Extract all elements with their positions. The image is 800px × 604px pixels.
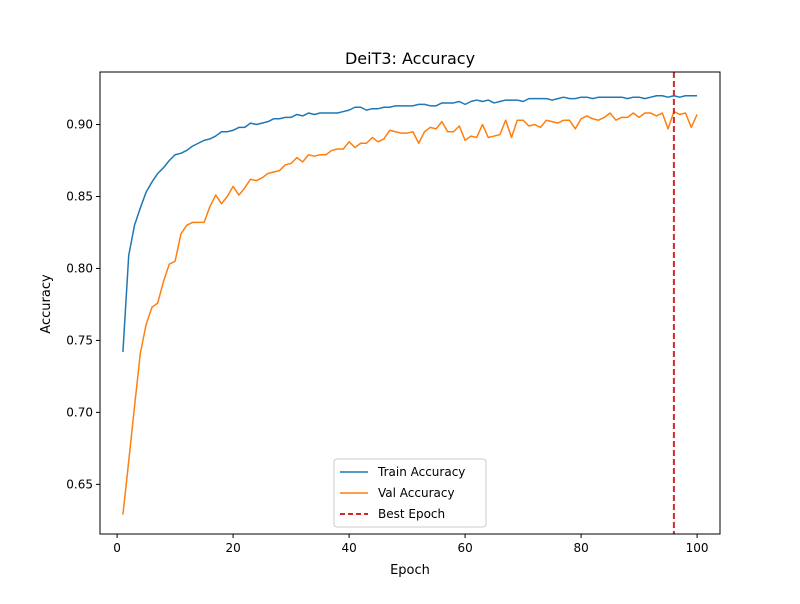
series-line-train-accuracy (122, 95, 698, 352)
y-tick-label: 0.75 (66, 333, 93, 347)
y-tick-label: 0.65 (66, 477, 93, 491)
x-tick-label: 60 (457, 541, 472, 555)
legend-label: Val Accuracy (378, 486, 455, 500)
x-tick-label: 100 (686, 541, 709, 555)
y-axis-label: Accuracy (39, 274, 54, 334)
y-tick-label: 0.70 (66, 405, 93, 419)
x-tick-label: 80 (573, 541, 588, 555)
x-tick-label: 0 (113, 541, 121, 555)
legend-label: Best Epoch (378, 507, 445, 521)
y-tick-label: 0.85 (66, 189, 93, 203)
chart-title: DeiT3: Accuracy (345, 49, 475, 68)
legend: Train Accuracy Val Accuracy Best Epoch (333, 458, 487, 528)
y-tick-label: 0.90 (66, 118, 93, 132)
plot-area: 0 20 40 60 80 100 0.65 0.70 0.75 0.80 0.85 0.90 (66, 71, 721, 555)
x-axis-label: Epoch (390, 563, 430, 578)
legend-box (333, 458, 487, 528)
x-tick-label: 40 (341, 541, 356, 555)
x-tick-label: 20 (225, 541, 240, 555)
axes-frame (99, 71, 721, 535)
y-tick-label: 0.80 (66, 261, 93, 275)
series-line-val-accuracy (122, 110, 698, 515)
legend-label: Train Accuracy (377, 465, 465, 479)
